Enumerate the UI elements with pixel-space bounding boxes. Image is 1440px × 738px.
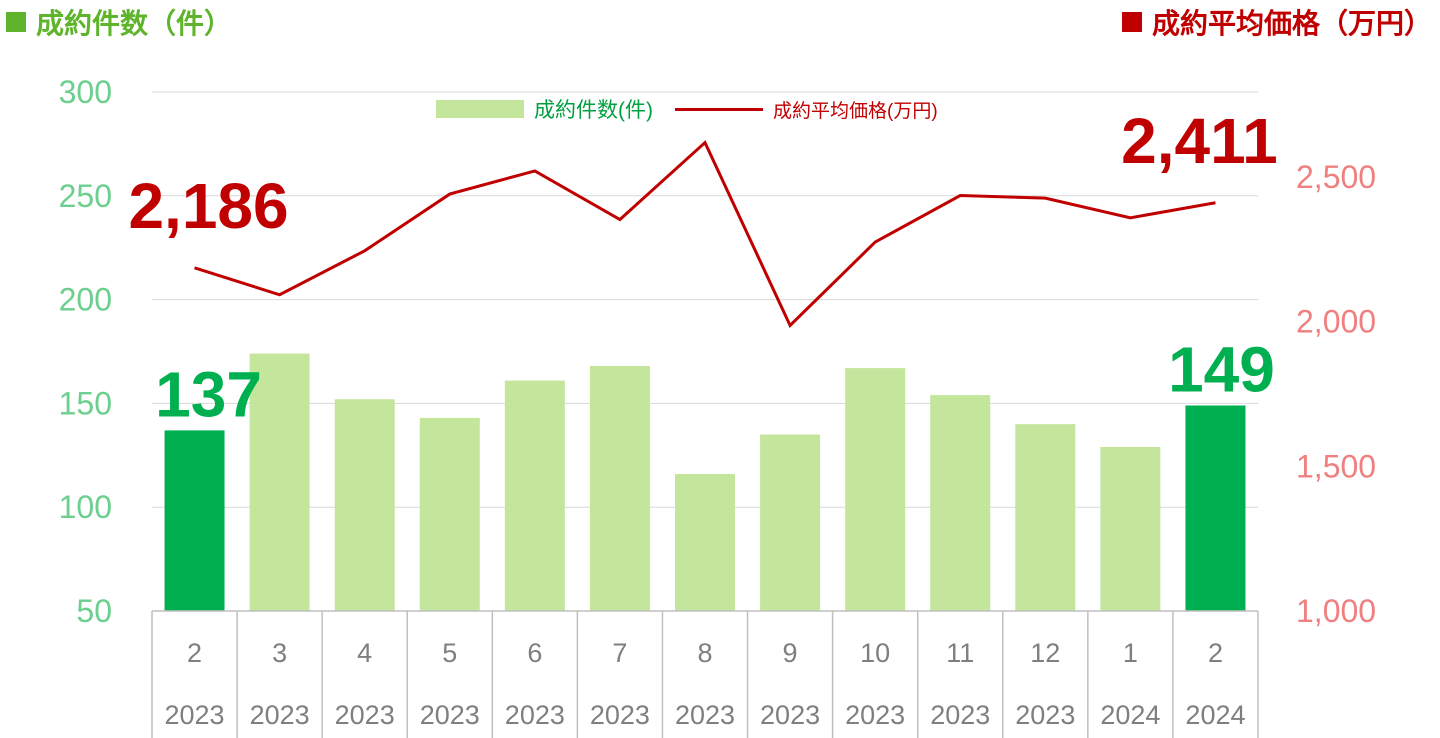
bar [589,366,650,611]
x-tick-month: 3 [272,638,287,668]
left-axis-tick-label: 250 [59,178,112,214]
right-axis-tick-label: 2,000 [1296,304,1376,340]
x-tick-month: 1 [1123,638,1138,668]
left-axis-tick-label: 150 [59,385,112,421]
legend-line-swatch [675,107,763,111]
left-axis-tick-label: 200 [59,282,112,318]
x-tick-year: 2023 [250,700,310,730]
left-axis-color-square [6,12,26,32]
bar [1185,405,1246,611]
x-tick-year: 2023 [164,700,224,730]
chart-legend: 成約件数(件) 成約平均価格(万円) [436,94,938,124]
bar [845,368,906,611]
price-line [194,140,1216,328]
data-label: 149 [1168,333,1275,405]
legend-bar-label: 成約件数(件) [534,99,653,122]
x-tick-year: 2023 [1015,700,1075,730]
x-tick-year: 2023 [760,700,820,730]
bar [249,353,310,611]
left-axis-title-text: 成約件数（件） [36,8,233,39]
right-axis-tick-label: 1,000 [1296,593,1376,629]
x-tick-month: 9 [783,638,798,668]
left-axis-tick-label: 100 [59,489,112,525]
right-axis-title: 成約平均価格（万円） [1121,2,1432,42]
x-tick-month: 5 [442,638,457,668]
legend-line-label: 成約平均価格(万円) [773,100,938,122]
bar [1100,446,1161,611]
legend-bar-swatch [436,100,524,118]
data-label: 2,186 [128,170,288,242]
bar [760,434,821,611]
x-tick-year: 2023 [930,700,990,730]
bar [930,395,991,611]
bar [334,399,395,611]
data-label: 2,411 [1121,105,1278,177]
x-tick-year: 2024 [1185,700,1245,730]
right-axis-tick-label: 1,500 [1296,448,1376,484]
x-tick-month: 10 [860,638,890,668]
bar [675,473,735,611]
x-tick-month: 7 [612,638,627,668]
x-tick-month: 11 [946,638,974,668]
left-axis-tick-label: 50 [76,593,112,629]
data-label: 137 [155,358,262,430]
x-tick-month: 8 [697,638,712,668]
right-axis-color-square [1121,12,1142,32]
bar [164,430,225,611]
x-tick-month: 12 [1030,638,1060,668]
x-tick-year: 2023 [590,700,650,730]
x-tick-month: 4 [357,638,372,668]
x-tick-month: 2 [1208,638,1223,668]
left-axis-tick-label: 300 [59,74,112,110]
x-tick-year: 2023 [675,700,735,730]
x-tick-year: 2023 [420,700,480,730]
bar [1015,424,1076,611]
bar [504,380,565,611]
x-tick-month: 2 [187,638,202,668]
x-tick-year: 2024 [1100,700,1160,730]
x-tick-year: 2023 [845,700,905,730]
x-tick-year: 2023 [505,700,565,730]
bar [419,417,480,611]
x-tick-month: 6 [527,638,542,668]
left-axis-title: 成約件数（件） [6,2,232,42]
right-axis-title-text: 成約平均価格（万円） [1151,8,1432,39]
right-axis-tick-label: 2,500 [1296,159,1376,195]
x-tick-year: 2023 [335,700,395,730]
